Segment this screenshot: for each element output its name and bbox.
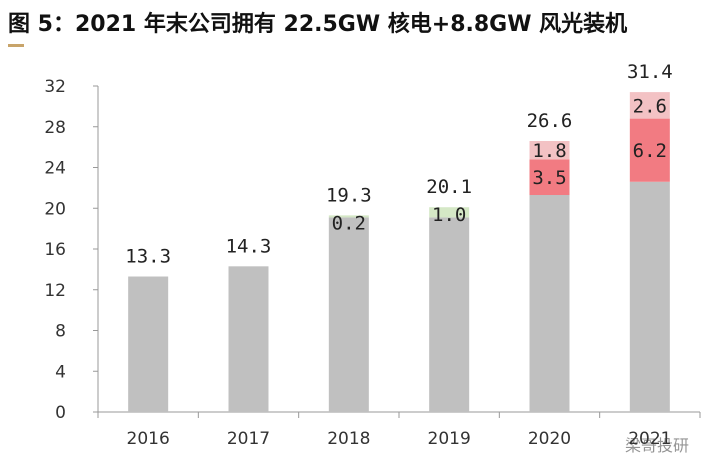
bar-segment [128,276,169,412]
x-tick-label: 2019 [428,429,471,449]
bar-segment [629,118,670,182]
y-tick-label: 12 [44,281,66,301]
chart-title: 图 5：2021 年末公司拥有 22.5GW 核电+8.8GW 风光装机 [8,12,628,37]
bar-segment [228,266,269,412]
x-tick-label: 2017 [227,429,270,449]
bar-segment [529,141,570,160]
segment-value-label: 1.8 [532,140,566,162]
bar-total-label: 31.4 [627,61,673,83]
chart-axes: 0 4 8 12 16 20 24 28 32 2016 2017 2018 2019 2020 2021 [44,77,701,449]
y-tick-label: 28 [44,118,66,138]
bar-total-label: 13.3 [125,246,171,268]
x-tick-label: 2020 [528,429,571,449]
y-tick-label: 0 [55,403,66,423]
bar-total-label: 26.6 [527,110,573,132]
bar-total-label: 20.1 [426,176,472,198]
y-tick-label: 4 [55,362,66,382]
y-tick-label: 8 [55,322,66,342]
bar-total-label: 14.3 [226,235,272,257]
chart-data-labels: 13.3 14.3 0.2 19.3 1.0 20.1 3.5 1.8 26.6 6.2 2.6 31… [125,61,672,267]
y-tick-label: 16 [44,240,66,260]
bar-segment [529,195,570,412]
bar-segment [629,181,670,412]
bar-segment [629,92,670,119]
bar-segment [328,217,369,412]
y-tick-label: 32 [44,77,66,97]
segment-value-label: 2.6 [633,95,667,117]
segment-value-label: 1.0 [432,204,466,226]
bar-segment [429,207,470,218]
segment-value-label: 6.2 [633,140,667,162]
bar-total-label: 19.3 [326,184,372,206]
x-tick-label: 2016 [127,429,170,449]
bar-segment [328,215,369,218]
title-accent-bar [8,44,24,47]
segment-value-label: 3.5 [532,167,566,189]
bar-segment [529,159,570,196]
bar-segment [429,217,470,412]
y-tick-label: 24 [44,159,66,179]
y-tick-label: 20 [44,199,66,219]
chart-bars [128,92,670,412]
watermark-text: 梁哥投研 [624,436,689,455]
x-tick-label: 2018 [327,429,370,449]
segment-value-label: 0.2 [332,212,366,234]
x-tick-label: 2021 [628,429,671,449]
